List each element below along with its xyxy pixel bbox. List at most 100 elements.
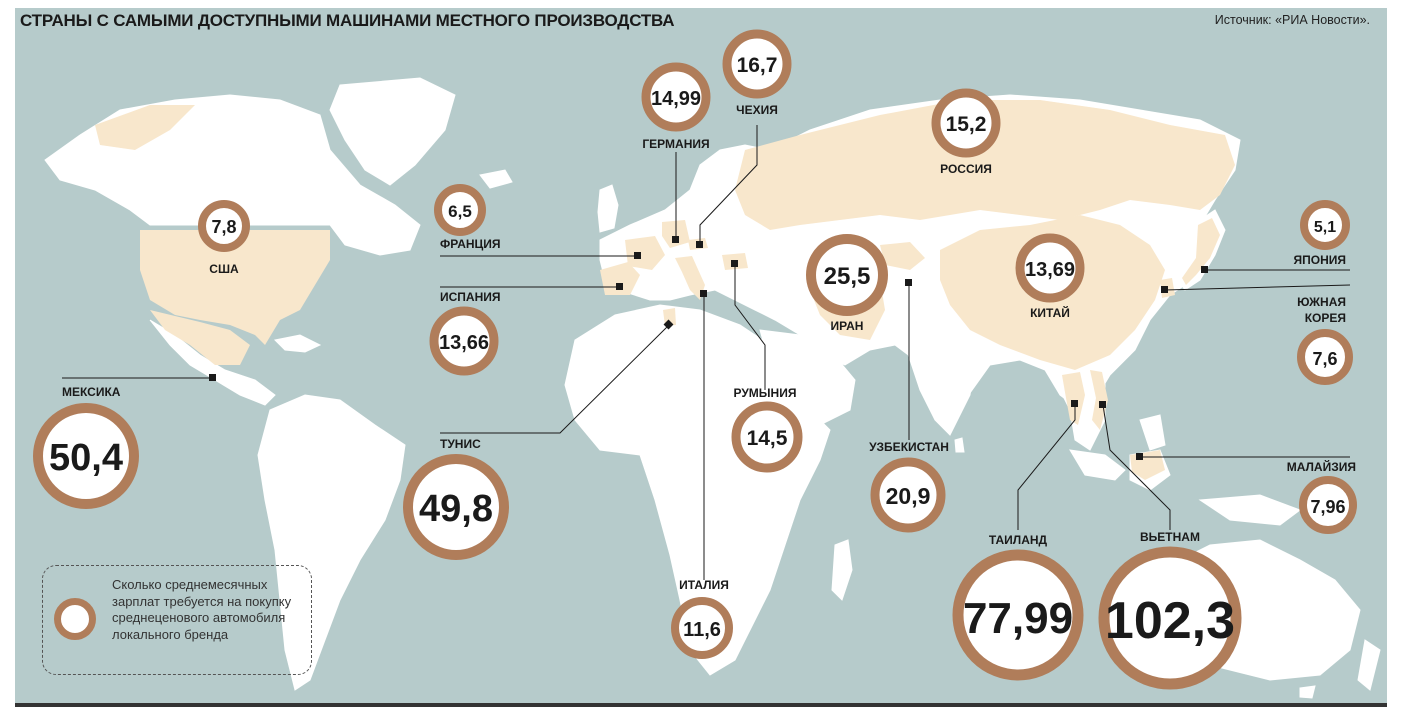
region-usa	[140, 230, 330, 345]
region-japan	[1182, 218, 1220, 285]
value-japan: 5,1	[1314, 219, 1336, 236]
value-france: 6,5	[448, 202, 472, 221]
rings: 16,7 14,99 15,2 7,8 6,5 13,66	[33, 29, 1357, 690]
marker-tunisia	[663, 319, 674, 330]
label-russia: РОССИЯ	[940, 162, 992, 176]
ring-china: 13,69	[1015, 233, 1085, 303]
marker-romania	[731, 260, 738, 267]
land-indonesia	[1069, 449, 1126, 481]
marker-mexico	[209, 374, 216, 381]
leader-thailand	[1017, 404, 1076, 530]
legend-ring-icon	[54, 598, 96, 640]
land-newguinea	[1198, 494, 1302, 526]
region-france	[625, 236, 665, 270]
land-uk	[597, 184, 619, 233]
ring-romania: 14,5	[731, 401, 803, 473]
value-iran: 25,5	[824, 263, 871, 290]
value-spain: 13,66	[439, 332, 489, 354]
label-germany: ГЕРМАНИЯ	[642, 137, 709, 151]
highlighted-countries	[95, 100, 1235, 480]
value-vietnam: 102,3	[1105, 592, 1235, 650]
ring-japan: 5,1	[1300, 200, 1350, 250]
land-india	[904, 339, 976, 436]
marker-france	[634, 252, 641, 259]
leader-vietnam	[1102, 404, 1171, 530]
ring-iran: 25,5	[806, 234, 888, 316]
label-vietnam: ВЬЕТНАМ	[1140, 530, 1200, 544]
ring-mexico: 50,4	[33, 403, 139, 509]
ring-south-korea: 7,6	[1297, 329, 1353, 385]
value-usa: 7,8	[211, 217, 236, 237]
value-malaysia: 7,96	[1310, 497, 1345, 517]
land-africa	[564, 304, 831, 676]
ring-germany: 14,99	[641, 62, 711, 132]
leader-tunisia	[440, 324, 670, 434]
value-south-korea: 7,6	[1312, 349, 1337, 369]
label-south-korea-line1: ЮЖНАЯ	[1297, 295, 1346, 309]
country-labels: ЧЕХИЯ ГЕРМАНИЯ РОССИЯ США ФРАНЦИЯ ИСПАНИ…	[62, 103, 1356, 592]
label-south-korea-line2: КОРЕЯ	[1305, 311, 1346, 325]
label-usa: США	[209, 262, 239, 276]
land-iceland	[479, 169, 513, 189]
page-title: СТРАНЫ С САМЫМИ ДОСТУПНЫМИ МАШИНАМИ МЕСТ…	[20, 11, 675, 30]
region-italy	[675, 256, 705, 300]
label-malaysia: МАЛАЙЗИЯ	[1287, 459, 1356, 474]
region-mexico	[150, 310, 250, 365]
markers	[209, 236, 1208, 460]
legend	[42, 565, 312, 675]
leader-romania	[734, 264, 766, 390]
region-uzbekistan	[880, 242, 925, 270]
value-germany: 14,99	[651, 88, 701, 110]
land-philippines	[1139, 414, 1166, 451]
land-caribbean	[273, 334, 322, 353]
land-south-america	[257, 394, 406, 691]
marker-thailand	[1071, 400, 1078, 407]
ring-italy: 11,6	[671, 597, 733, 659]
ring-russia: 15,2	[931, 88, 1001, 158]
label-uzbekistan: УЗБЕКИСТАН	[869, 440, 949, 454]
ring-tunisia: 49,8	[403, 454, 509, 560]
label-czechia: ЧЕХИЯ	[736, 103, 778, 117]
bottom-rule	[15, 703, 1387, 707]
label-thailand: ТАИЛАНД	[989, 533, 1048, 547]
marker-spain	[616, 283, 623, 290]
leader-lines	[62, 125, 1351, 580]
marker-uzbekistan	[905, 279, 912, 286]
land-newzealand	[1357, 639, 1381, 691]
legend-text: Сколько среднемесячных зарплат требуется…	[112, 577, 292, 642]
ring-usa: 7,8	[198, 200, 250, 252]
source-note: Источник: «РИА Новости».	[1214, 13, 1370, 27]
value-thailand: 77,99	[963, 594, 1073, 643]
land-tasmania	[1299, 685, 1316, 699]
value-italy: 11,6	[683, 619, 721, 641]
value-romania: 14,5	[747, 427, 788, 450]
marker-malaysia	[1136, 453, 1143, 460]
ring-malaysia: 7,96	[1299, 476, 1357, 534]
land-srilanka	[954, 437, 965, 453]
value-china: 13,69	[1025, 259, 1075, 281]
ring-spain: 13,66	[429, 306, 499, 376]
label-romania: РУМЫНИЯ	[734, 386, 797, 400]
ring-thailand: 77,99	[952, 549, 1084, 681]
value-tunisia: 49,8	[419, 488, 493, 530]
marker-germany	[672, 236, 679, 243]
marker-japan	[1201, 266, 1208, 273]
value-czechia: 16,7	[737, 54, 778, 77]
marker-czechia	[696, 241, 703, 248]
ring-france: 6,5	[434, 184, 486, 236]
region-alaska	[95, 105, 195, 150]
label-china: КИТАЙ	[1030, 305, 1070, 320]
ring-uzbekistan: 20,9	[870, 457, 946, 533]
value-uzbekistan: 20,9	[886, 483, 931, 509]
marker-south-korea	[1161, 286, 1168, 293]
region-thailand	[1062, 372, 1085, 425]
label-france: ФРАНЦИЯ	[440, 237, 501, 251]
label-spain: ИСПАНИЯ	[440, 290, 501, 304]
label-tunisia: ТУНИС	[440, 437, 481, 451]
marker-vietnam	[1099, 401, 1106, 408]
value-mexico: 50,4	[49, 437, 123, 479]
region-vietnam	[1090, 370, 1108, 430]
label-japan: ЯПОНИЯ	[1294, 253, 1347, 267]
marker-italy	[700, 290, 707, 297]
